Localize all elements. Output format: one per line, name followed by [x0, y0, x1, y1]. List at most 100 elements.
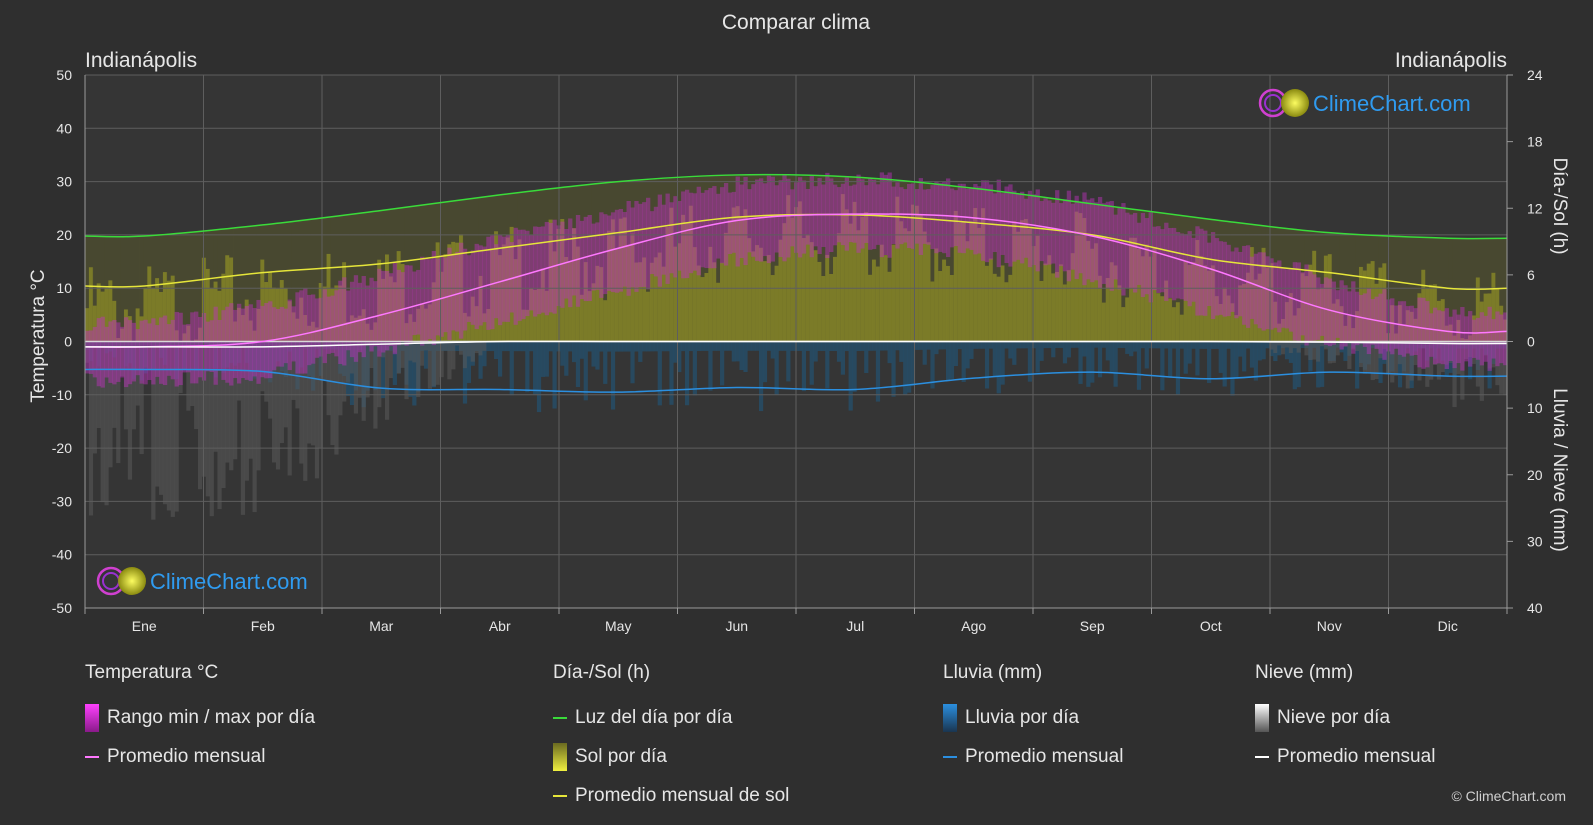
- rain-day-bar: [525, 341, 530, 393]
- sunshine-day-bar: [552, 251, 557, 342]
- rain-day-bar: [1234, 341, 1239, 379]
- sunshine-day-bar: [240, 315, 246, 342]
- sunshine-day-bar: [85, 308, 90, 342]
- snow-day-bar: [88, 341, 94, 516]
- sunshine-day-bar: [1475, 277, 1481, 342]
- sunshine-day-bar: [182, 333, 187, 342]
- snow-day-bar: [85, 341, 90, 363]
- snow-day-bar: [1378, 341, 1383, 359]
- snow-day-bar: [295, 341, 300, 409]
- temp-range-day-bar: [1475, 317, 1481, 360]
- temp-range-day-bar: [478, 245, 483, 326]
- temp-range-day-bar: [408, 265, 413, 344]
- temp-range-day-bar: [813, 186, 818, 247]
- daylight-day-bar: [525, 191, 530, 342]
- snow-day-bar: [166, 341, 172, 511]
- snow-day-bar: [1456, 341, 1461, 375]
- daylight-day-bar: [868, 178, 873, 342]
- temp-range-day-bar: [766, 175, 772, 264]
- temp-range-day-bar: [758, 178, 764, 262]
- temp-range-day-bar: [209, 320, 214, 372]
- temp-range-day-bar: [583, 216, 588, 302]
- sunshine-day-bar: [1323, 255, 1329, 342]
- sunshine-day-bar: [618, 218, 624, 342]
- temp-range-day-bar: [1436, 310, 1442, 364]
- rain-day-bar: [887, 341, 892, 364]
- daylight-day-bar: [482, 196, 487, 342]
- rain-day-bar: [930, 341, 935, 389]
- rain-day-bar: [649, 341, 655, 352]
- rain-day-bar: [1257, 341, 1262, 361]
- y-right-top-tick-label: 12: [1527, 200, 1543, 216]
- sunshine-day-bar: [268, 271, 273, 342]
- sunshine-day-bar: [1370, 261, 1375, 342]
- sunshine-day-bar: [871, 259, 877, 342]
- rain-day-bar: [766, 341, 771, 351]
- temp-range-day-bar: [575, 215, 581, 307]
- sunshine-day-bar: [1491, 272, 1496, 342]
- y-right-top-tick-label: 18: [1527, 134, 1543, 150]
- rain-day-bar: [895, 341, 900, 351]
- daylight-day-bar: [1503, 238, 1508, 342]
- sunshine-day-bar: [1277, 323, 1282, 342]
- sunshine-day-bar: [1296, 308, 1301, 342]
- rain-day-bar: [813, 341, 818, 362]
- daylight-day-bar: [984, 189, 990, 342]
- snow-day-bar: [1382, 341, 1387, 349]
- sunshine-day-bar: [100, 291, 105, 342]
- temp-range-day-bar: [1452, 309, 1457, 369]
- daylight-day-bar: [649, 179, 655, 342]
- sunshine-day-bar: [233, 321, 238, 342]
- sunshine-day-bar: [486, 309, 491, 342]
- snow-day-bar: [221, 341, 226, 488]
- sunshine-day-bar: [373, 322, 378, 342]
- snow-day-bar: [1273, 341, 1278, 354]
- daylight-day-bar: [1121, 207, 1126, 342]
- daylight-day-bar: [544, 189, 550, 342]
- sunshine-day-bar: [1483, 293, 1488, 342]
- rain-day-bar: [1210, 341, 1216, 349]
- rain-day-bar: [552, 341, 557, 409]
- rain-day-bar: [490, 341, 495, 352]
- temp-range-day-bar: [186, 324, 191, 373]
- y-left-tick-label: 50: [56, 67, 72, 83]
- sunshine-day-bar: [747, 238, 752, 342]
- temp-range-day-bar: [1078, 202, 1083, 274]
- snow-day-bar: [330, 341, 335, 446]
- temp-range-day-bar: [396, 269, 401, 346]
- rain-day-bar: [868, 341, 873, 351]
- rain-day-bar: [1300, 341, 1305, 348]
- rain-day-bar: [1378, 341, 1383, 383]
- snow-day-bar: [349, 341, 355, 374]
- rain-day-bar: [599, 341, 604, 352]
- temp-range-day-bar: [326, 296, 331, 354]
- rain-day-bar: [1016, 341, 1021, 349]
- temp-range-day-bar: [704, 190, 709, 269]
- daylight-day-bar: [696, 177, 701, 342]
- sunshine-day-bar: [790, 217, 795, 342]
- rain-day-bar: [529, 341, 534, 352]
- temp-range-day-bar: [1331, 281, 1336, 345]
- daylight-day-bar: [829, 176, 834, 342]
- sunshine-day-bar: [692, 247, 698, 342]
- temp-range-day-bar: [143, 319, 148, 385]
- sunshine-day-bar: [529, 288, 534, 342]
- temp-range-day-bar: [649, 211, 655, 275]
- temp-range-day-bar: [910, 183, 916, 249]
- daylight-day-bar: [388, 209, 394, 342]
- snow-day-bar: [1409, 341, 1414, 381]
- sunshine-day-bar: [1113, 265, 1118, 342]
- snow-day-bar: [143, 341, 148, 368]
- sunshine-day-bar: [1168, 298, 1173, 342]
- rain-day-bar: [494, 341, 499, 360]
- temp-range-day-bar: [700, 192, 705, 268]
- rain-day-bar: [790, 341, 795, 351]
- rain-day-bar: [1230, 341, 1235, 396]
- temp-range-day-bar: [459, 242, 464, 339]
- snow-day-bar: [1468, 341, 1473, 358]
- temp-range-day-bar: [361, 275, 366, 358]
- rain-day-bar: [907, 341, 912, 393]
- daylight-day-bar: [307, 219, 312, 342]
- sunshine-day-bar: [342, 262, 347, 342]
- daylight-day-bar: [295, 220, 300, 342]
